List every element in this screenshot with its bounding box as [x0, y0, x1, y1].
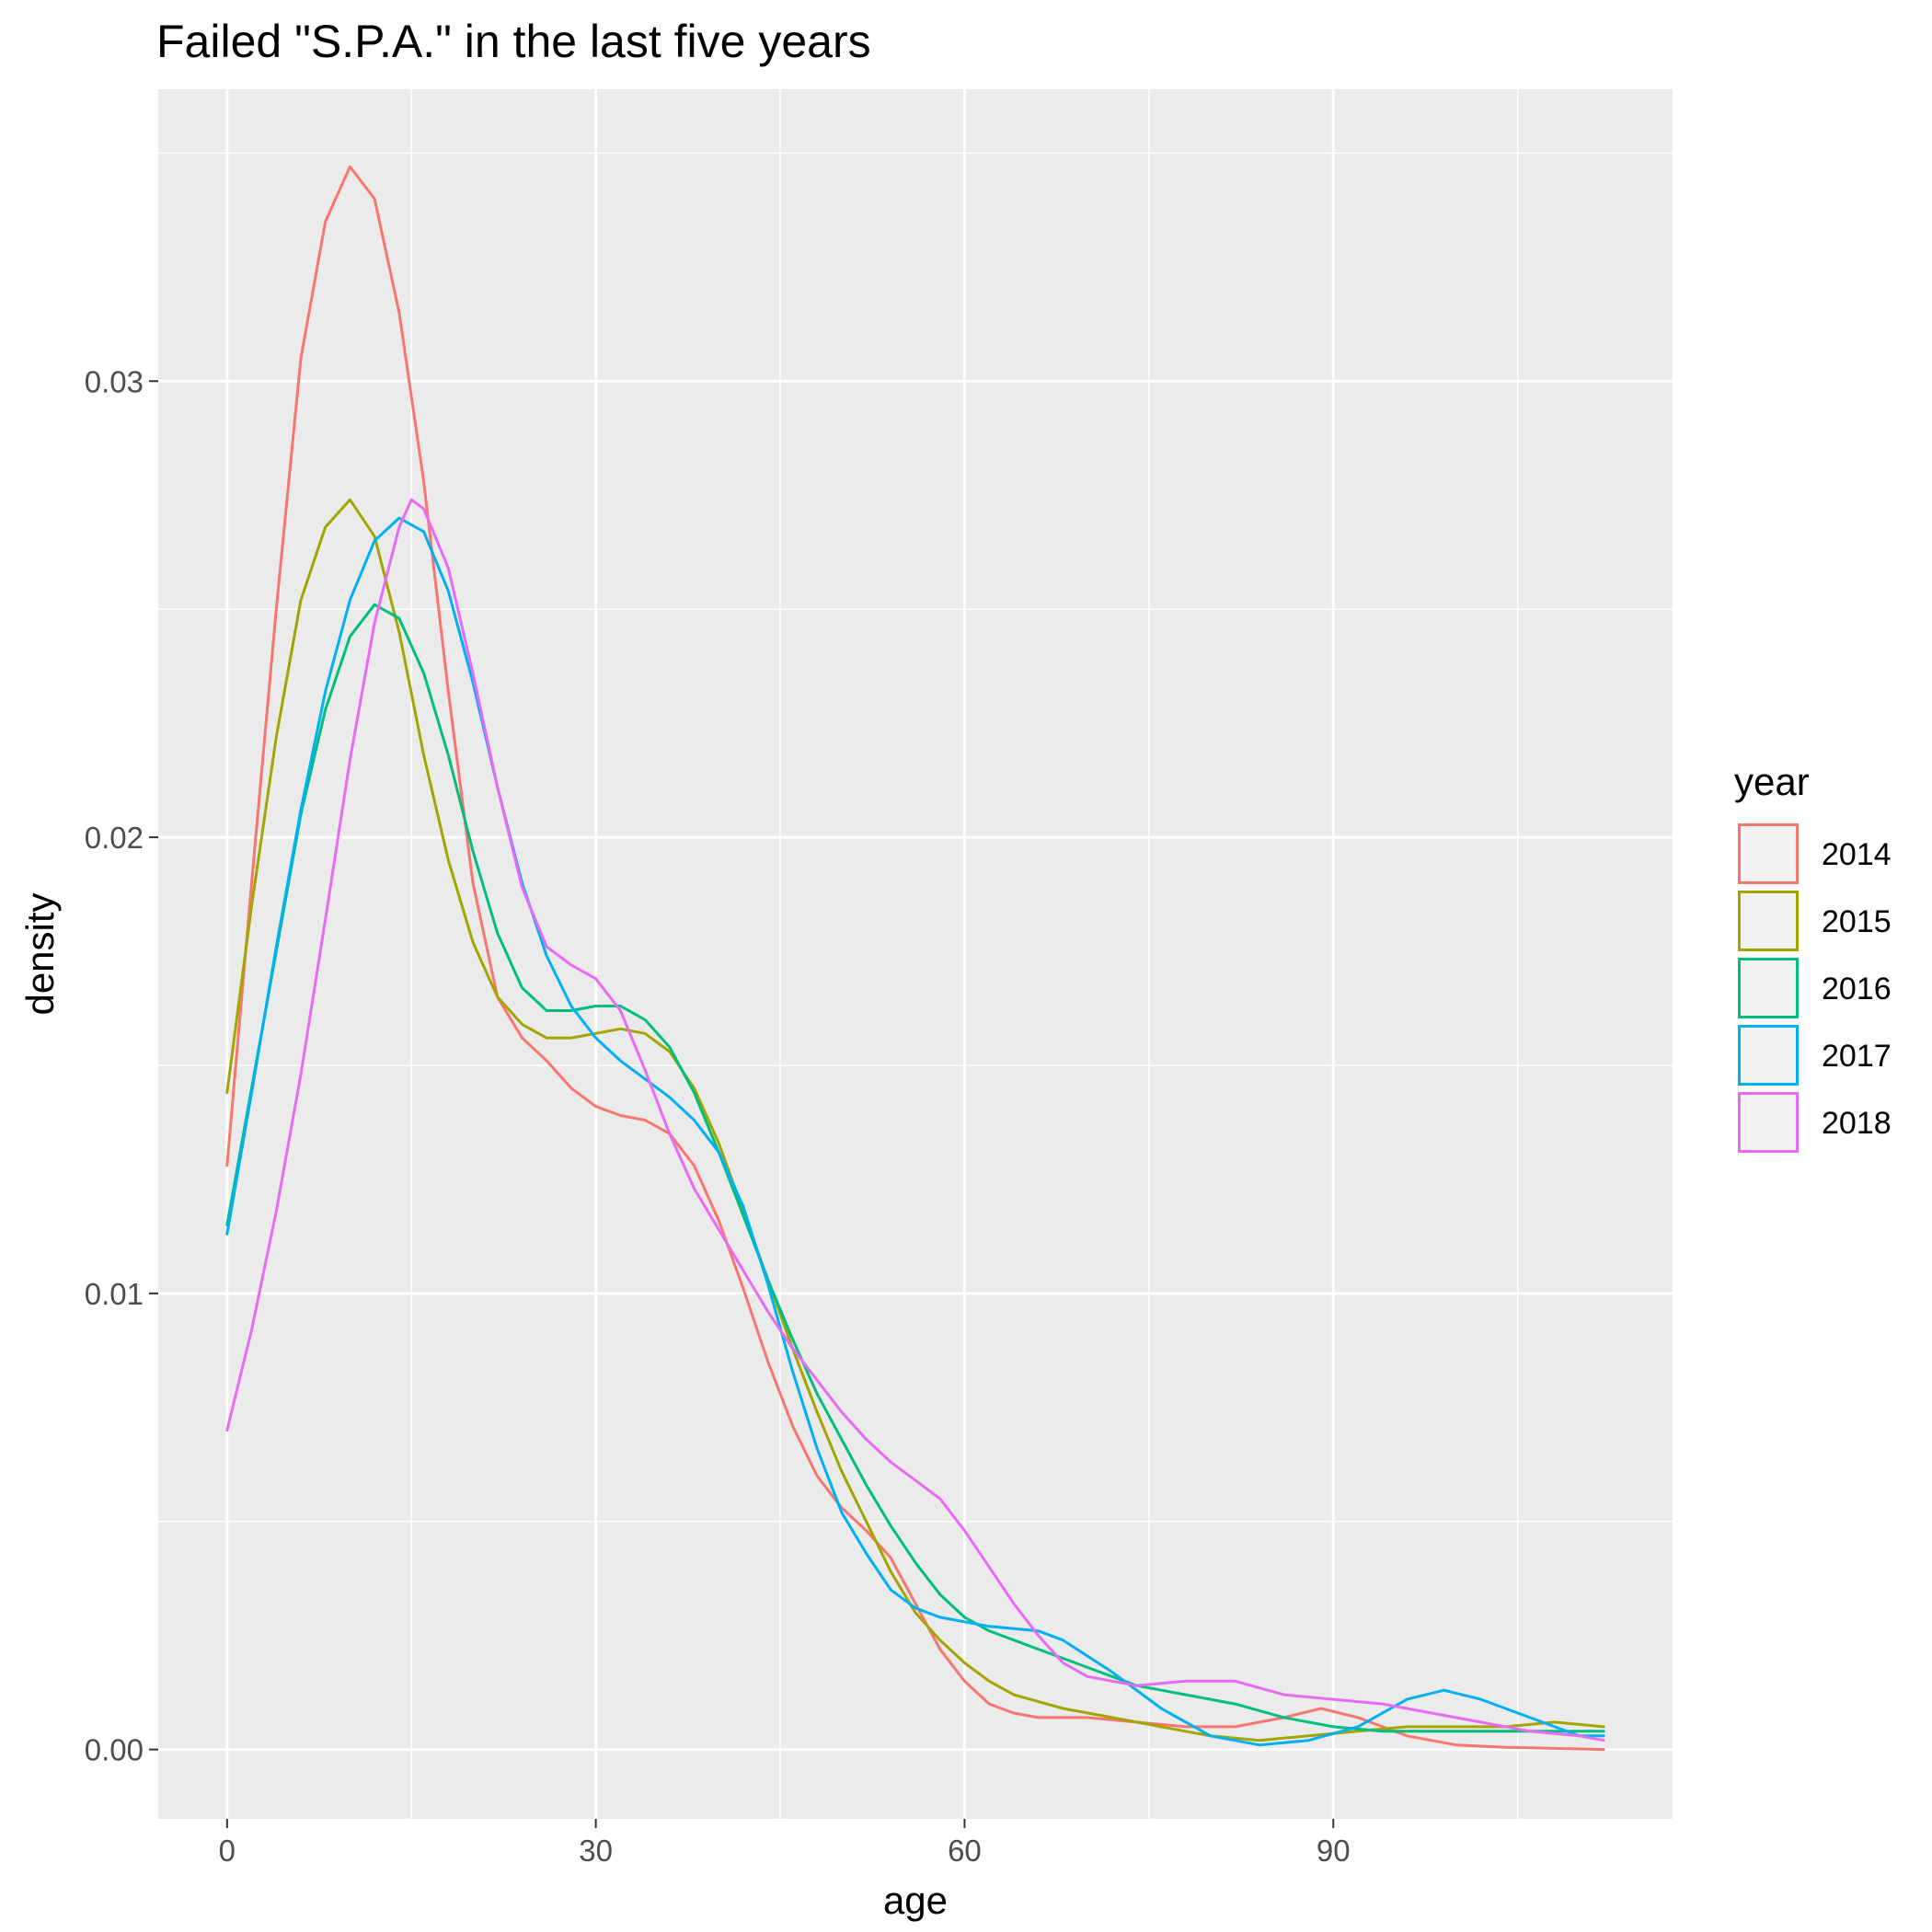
- legend-key-2014: [1738, 823, 1799, 884]
- y-tick-label: 0.02: [85, 821, 144, 855]
- legend-label-2016: 2016: [1822, 972, 1892, 1006]
- legend-label-2014: 2014: [1822, 837, 1892, 872]
- y-tick-label: 0.03: [85, 364, 144, 398]
- legend-key-bg: [1738, 1025, 1799, 1086]
- legend-key-2016: [1738, 958, 1799, 1018]
- legend-key-2015: [1738, 891, 1799, 951]
- series-line-2017: [225, 516, 1605, 1747]
- series-line-2014: [225, 165, 1605, 1752]
- legend-label-2018: 2018: [1822, 1106, 1892, 1141]
- legend-label-2015: 2015: [1822, 904, 1892, 939]
- series-line-2018: [225, 498, 1605, 1742]
- density-lines: [225, 165, 1605, 1752]
- plot-panel: [158, 89, 1673, 1819]
- legend-items: 2014 2015 2016 2017 2018: [1738, 823, 1892, 1153]
- minor-gridlines: [158, 89, 1673, 1819]
- legend-key-bg: [1738, 1092, 1799, 1153]
- x-tick-label: 60: [948, 1834, 982, 1868]
- y-tick-label: 0.01: [85, 1277, 144, 1311]
- x-axis-title: age: [883, 1879, 948, 1922]
- y-axis-ticks: 0.00 0.01 0.02 0.03: [85, 364, 158, 1767]
- legend-title: year: [1734, 760, 1810, 803]
- chart-title: Failed "S.P.A." in the last five years: [156, 16, 871, 67]
- x-axis-ticks: 0 30 60 90: [219, 1819, 1351, 1868]
- legend-key-bg: [1738, 891, 1799, 951]
- x-tick-label: 0: [219, 1834, 236, 1868]
- legend-label-2017: 2017: [1822, 1039, 1892, 1074]
- x-tick-label: 30: [579, 1834, 613, 1868]
- legend-key-2017: [1738, 1025, 1799, 1086]
- major-gridlines: [158, 89, 1673, 1819]
- legend-key-bg: [1738, 823, 1799, 884]
- legend-key-2018: [1738, 1092, 1799, 1153]
- x-tick-label: 90: [1317, 1834, 1351, 1868]
- legend: year 2014 2015 2016 2017 2018: [1734, 760, 1892, 1153]
- legend-key-bg: [1738, 958, 1799, 1018]
- y-tick-label: 0.00: [85, 1733, 144, 1767]
- y-axis-title: density: [18, 892, 62, 1015]
